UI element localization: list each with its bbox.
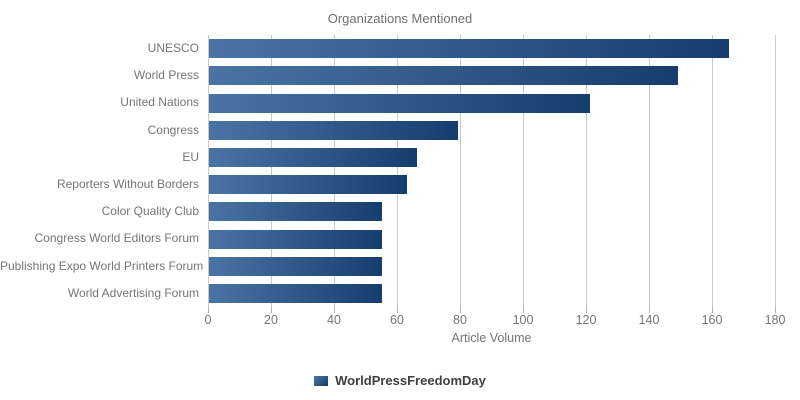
axis-tick bbox=[270, 307, 272, 313]
y-axis-label: Congress bbox=[147, 122, 199, 137]
gridline bbox=[711, 35, 713, 307]
y-axis-label: United Nations bbox=[120, 95, 199, 110]
x-tick-label: 140 bbox=[638, 313, 660, 327]
x-tick-label: 100 bbox=[512, 313, 534, 327]
bar[interactable] bbox=[209, 147, 417, 167]
axis-tick bbox=[207, 307, 209, 313]
y-axis-label: UNESCO bbox=[147, 41, 199, 55]
gridline bbox=[774, 35, 776, 307]
bar[interactable] bbox=[209, 256, 383, 276]
axis-tick bbox=[522, 307, 524, 313]
y-axis-label: Color Quality Club bbox=[101, 204, 199, 219]
bar[interactable] bbox=[209, 229, 383, 249]
y-axis-label: Publishing Expo World Printers Forum bbox=[0, 258, 204, 273]
x-tick-label: 120 bbox=[575, 313, 597, 327]
x-tick-label: 180 bbox=[764, 313, 786, 327]
gridline bbox=[207, 35, 209, 307]
bar[interactable] bbox=[209, 175, 408, 195]
x-tick-label: 40 bbox=[327, 313, 341, 327]
gridline bbox=[648, 35, 650, 307]
gridline bbox=[396, 35, 398, 307]
x-tick-label: 80 bbox=[453, 313, 467, 327]
legend-label: WorldPressFreedomDay bbox=[335, 373, 486, 388]
y-axis-label: World Advertising Forum bbox=[67, 285, 199, 300]
x-axis-title: Article Volume bbox=[451, 331, 532, 345]
bar[interactable] bbox=[209, 202, 383, 222]
axis-tick bbox=[774, 307, 776, 313]
legend-item[interactable]: WorldPressFreedomDay bbox=[0, 373, 800, 388]
bar[interactable] bbox=[209, 283, 383, 303]
x-tick-label: 60 bbox=[390, 313, 404, 327]
x-tick-label: 0 bbox=[204, 313, 212, 327]
bar[interactable] bbox=[209, 39, 729, 59]
x-tick-label: 160 bbox=[701, 313, 723, 327]
bar[interactable] bbox=[209, 93, 591, 113]
chart-title: Organizations Mentioned bbox=[327, 11, 473, 26]
y-axis-label: World Press bbox=[133, 68, 199, 83]
y-axis-label: Congress World Editors Forum bbox=[34, 231, 200, 246]
axis-tick bbox=[333, 307, 335, 313]
gridline bbox=[522, 35, 524, 307]
x-tick-label: 20 bbox=[264, 313, 278, 327]
legend-swatch-icon bbox=[314, 375, 329, 386]
bar[interactable] bbox=[209, 120, 458, 140]
axis-tick bbox=[585, 307, 587, 313]
axis-tick bbox=[459, 307, 461, 313]
gridline bbox=[585, 35, 587, 307]
gridline bbox=[333, 35, 335, 307]
gridline bbox=[459, 35, 461, 307]
axis-tick bbox=[396, 307, 398, 313]
y-axis-label: EU bbox=[182, 149, 199, 164]
gridline bbox=[270, 35, 272, 307]
axis-tick bbox=[648, 307, 650, 313]
y-axis-label: Reporters Without Borders bbox=[56, 177, 199, 191]
bar[interactable] bbox=[209, 66, 679, 86]
axis-tick bbox=[711, 307, 713, 313]
